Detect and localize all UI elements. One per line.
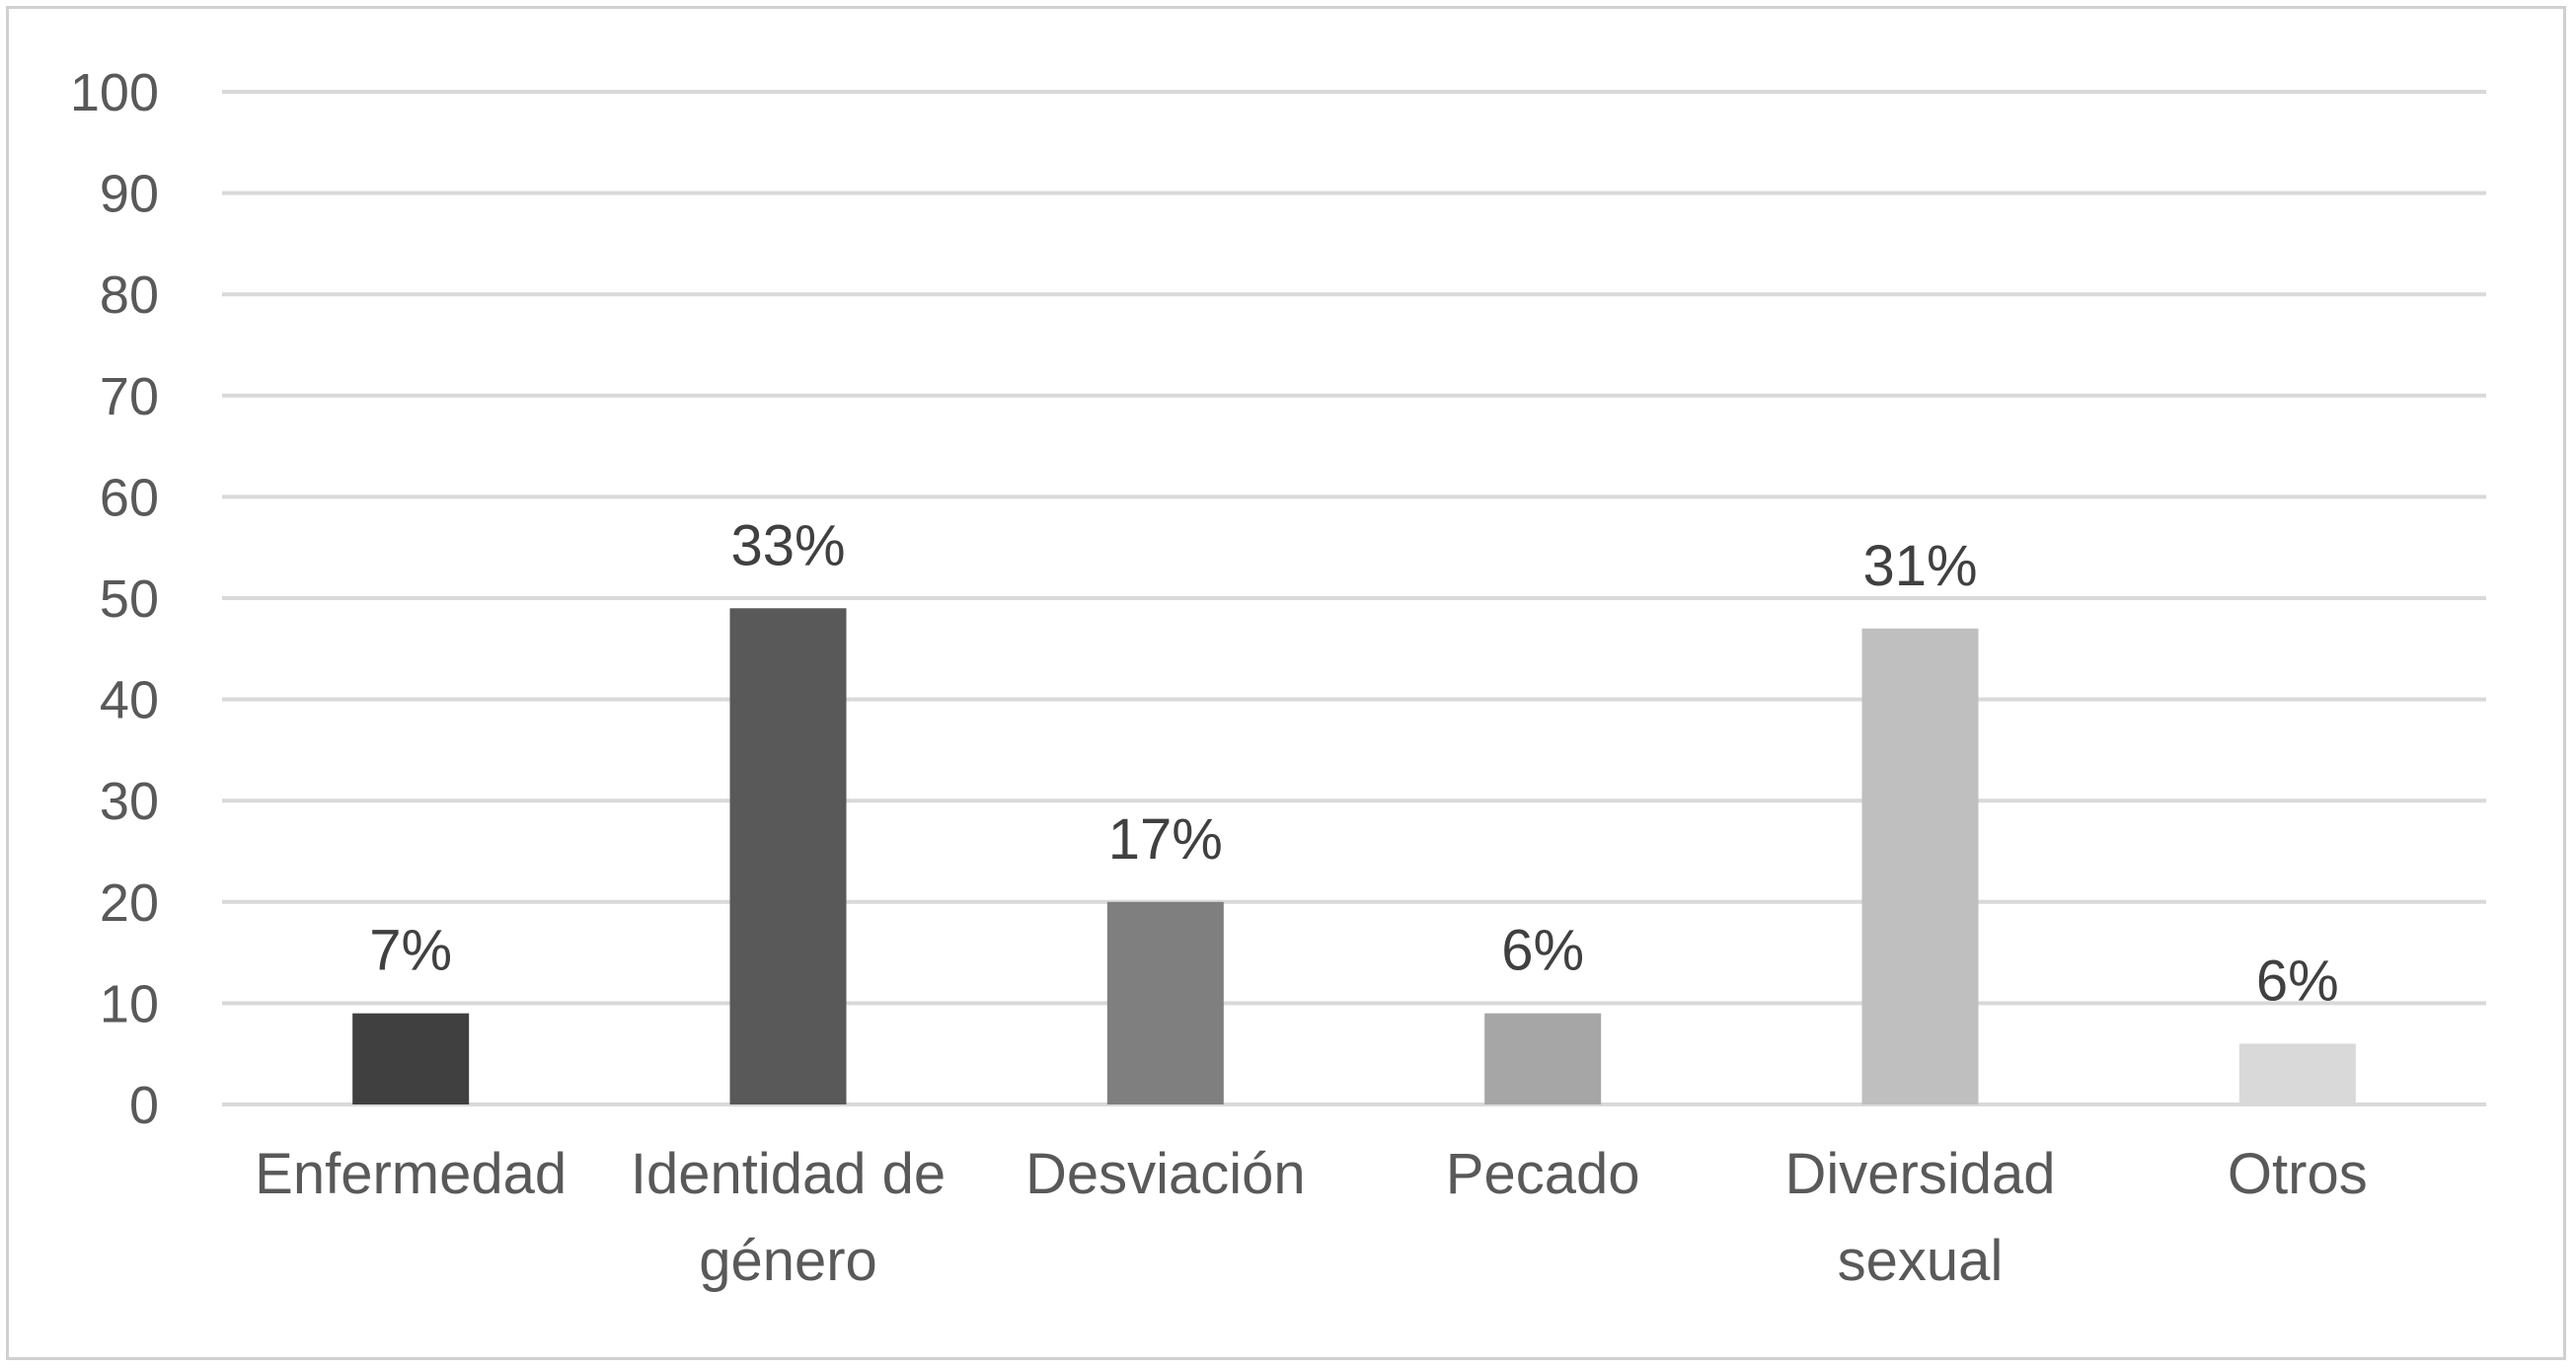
x-axis-categories: Enfermedad Identidad de género Desviación Pe…: [255, 1142, 2368, 1293]
category-label: Pecado: [1446, 1142, 1640, 1206]
category-label: género: [699, 1229, 877, 1293]
bar: [352, 1013, 470, 1104]
data-label: 17%: [1108, 807, 1223, 872]
data-label: 6%: [2256, 949, 2339, 1013]
category-label: sexual: [1838, 1229, 2004, 1293]
y-tick-label: 20: [100, 874, 159, 933]
bar: [1106, 901, 1224, 1104]
bar: [2238, 1043, 2356, 1104]
y-tick-label: 0: [129, 1076, 159, 1135]
y-tick-label: 80: [100, 266, 159, 325]
y-tick-label: 100: [70, 63, 159, 122]
gridlines: [222, 90, 2486, 1106]
bar-chart: 0 10 20 30 40 50 60 70 80 90 100 7% 33% 17% 6% 31% 6% E…: [70, 63, 2486, 1293]
data-labels: 7% 33% 17% 6% 31% 6%: [369, 513, 2338, 1013]
y-tick-label: 70: [100, 367, 159, 426]
y-tick-label: 60: [100, 468, 159, 527]
y-tick-label: 30: [100, 772, 159, 831]
bar: [1484, 1013, 1602, 1104]
bar: [1861, 628, 1979, 1104]
data-label: 33%: [730, 513, 845, 577]
data-label: 7%: [369, 919, 452, 983]
bar: [729, 608, 847, 1104]
y-tick-label: 50: [100, 570, 159, 629]
category-label: Otros: [2228, 1142, 2368, 1206]
y-tick-label: 90: [100, 165, 159, 224]
y-tick-label: 40: [100, 671, 159, 730]
category-label: Enfermedad: [255, 1142, 567, 1206]
y-axis-ticks: 0 10 20 30 40 50 60 70 80 90 100: [70, 63, 159, 1135]
category-label: Desviación: [1025, 1142, 1306, 1206]
chart-frame: 0 10 20 30 40 50 60 70 80 90 100 7% 33% 17% 6% 31% 6% E…: [6, 6, 2566, 1360]
y-tick-label: 10: [100, 974, 159, 1033]
data-label: 6%: [1501, 919, 1584, 983]
category-label: Diversidad: [1785, 1142, 2056, 1206]
data-label: 31%: [1862, 534, 1977, 598]
bars: [352, 608, 2356, 1104]
category-label: Identidad de: [631, 1142, 946, 1206]
